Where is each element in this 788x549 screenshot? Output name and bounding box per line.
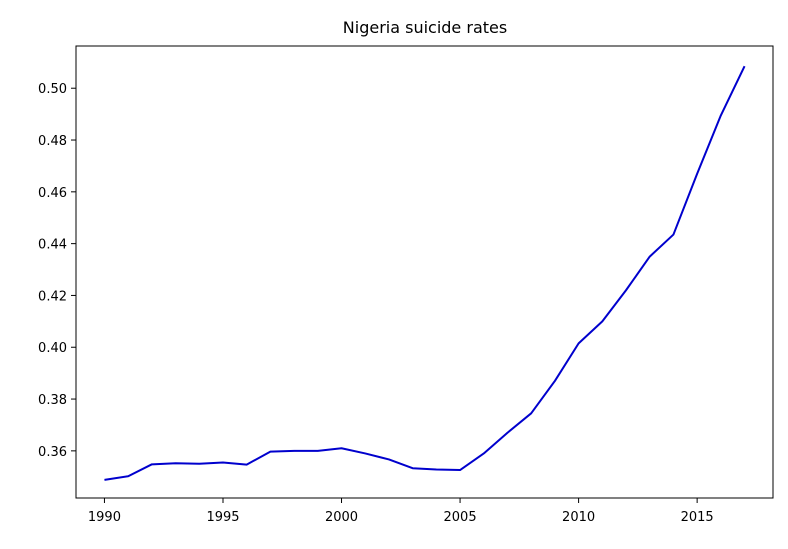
y-axis: 0.36 0.38 0.40 0.42 0.44 0.46 0.48 0.50 [38, 82, 76, 460]
series-layer [104, 65, 746, 481]
y-tick-label: 0.44 [38, 238, 67, 253]
y-tick-label: 0.36 [38, 445, 67, 460]
y-tick-label: 0.42 [38, 289, 67, 304]
x-tick-label: 1990 [88, 510, 121, 525]
y-tick-label: 0.46 [38, 186, 67, 201]
x-tick-label: 2010 [562, 510, 595, 525]
y-tick-label: 0.40 [38, 341, 67, 356]
y-tick-label: 0.38 [38, 393, 67, 408]
y-tick-label: 0.48 [38, 134, 67, 149]
chart-title: Nigeria suicide rates [343, 18, 507, 37]
x-tick-label: 2000 [325, 510, 358, 525]
x-tick-label: 2015 [681, 510, 714, 525]
y-tick-label: 0.50 [38, 82, 67, 97]
x-tick-label: 1995 [206, 510, 239, 525]
series-line [104, 65, 746, 481]
x-tick-label: 2005 [444, 510, 477, 525]
x-axis: 1990 1995 2000 2005 2010 2015 [88, 498, 714, 525]
plot-area-frame [75, 45, 774, 499]
